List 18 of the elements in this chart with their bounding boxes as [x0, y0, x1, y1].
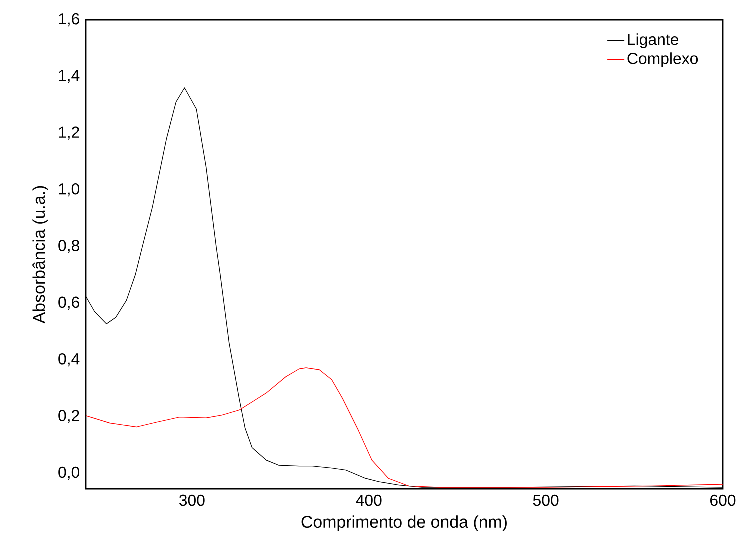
- x-tick-label: 300: [179, 494, 205, 506]
- y-tick-label: 0,4: [58, 353, 80, 367]
- x-tick-label: 400: [356, 494, 382, 506]
- y-tick-label: 0,0: [58, 466, 80, 480]
- x-tick-label: 500: [533, 494, 559, 506]
- x-tick-label: 600: [710, 494, 736, 506]
- y-tick-label: 0,6: [58, 296, 80, 310]
- legend-label: Complexo: [628, 52, 698, 68]
- y-tick-label: 1,4: [59, 70, 80, 84]
- line-series: [86, 368, 724, 488]
- y-tick-label: 1,0: [59, 183, 80, 197]
- y-tick-label: 1,2: [59, 126, 80, 140]
- y-axis-title: Absorbância (u.a.): [32, 186, 48, 324]
- y-tick-label: 0,8: [58, 240, 80, 254]
- legend-label: Ligante: [628, 34, 679, 48]
- y-tick-label: 1,6: [59, 13, 80, 27]
- y-tick-label: 0,2: [58, 410, 80, 424]
- x-axis-title: Comprimento de onda (nm): [302, 516, 507, 532]
